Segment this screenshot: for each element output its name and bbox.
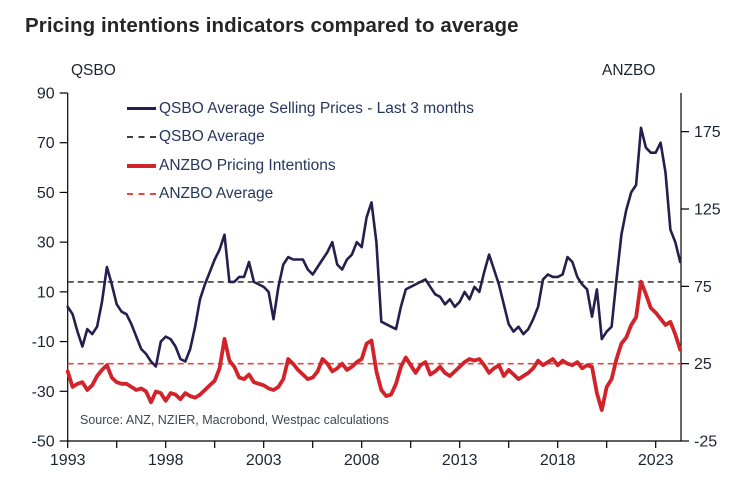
qsbo-average-swatch-icon: [127, 135, 156, 138]
x-axis-tick-label: 2018: [540, 452, 576, 469]
qsbo-line-swatch-icon: [127, 107, 156, 110]
left-axis-tick-label: 90: [37, 86, 55, 103]
legend-label: QSBO Average: [159, 127, 265, 145]
legend-label: QSBO Average Selling Prices - Last 3 mon…: [159, 99, 475, 117]
right-axis-tick-label: 175: [694, 124, 721, 141]
right-axis-tick-label: 25: [694, 356, 712, 373]
x-axis-tick-label: 2008: [344, 452, 380, 469]
left-axis-tick-label: 30: [37, 235, 55, 252]
anzbo-line-swatch-icon: [127, 163, 156, 168]
x-axis-tick-label: 2023: [638, 452, 674, 469]
qsbo-series-line: [66, 126, 682, 368]
left-axis-tick-label: -50: [32, 434, 55, 451]
legend-item-anzbo: ANZBO Pricing Intentions: [127, 157, 336, 174]
legend-label: ANZBO Pricing Intentions: [159, 156, 336, 174]
left-axis-header: QSBO: [71, 62, 116, 79]
chart-title: Pricing intentions indicators compared t…: [25, 14, 519, 37]
left-axis-tick-label: 70: [37, 135, 55, 152]
left-axis-tick-label: -10: [32, 334, 55, 351]
legend-item-qsbo: QSBO Average Selling Prices - Last 3 mon…: [127, 100, 474, 117]
x-axis-tick-label: 1993: [50, 452, 86, 469]
right-axis-header: ANZBO: [602, 62, 656, 79]
x-axis-tick-label: 2013: [442, 452, 478, 469]
right-axis-tick-label: -25: [694, 434, 717, 451]
x-axis-tick-label: 1998: [148, 452, 184, 469]
legend-item-qsbo-average: QSBO Average: [127, 128, 265, 145]
x-axis-tick-label: 2003: [246, 452, 282, 469]
legend-item-anzbo-average: ANZBO Average: [127, 185, 273, 202]
left-axis-tick-label: 50: [37, 185, 55, 202]
left-axis-tick-label: 10: [37, 284, 55, 301]
source-note: Source: ANZ, NZIER, Macrobond, Westpac c…: [80, 413, 389, 427]
right-axis-tick-label: 125: [694, 202, 721, 219]
right-axis-tick-label: 75: [694, 279, 712, 296]
anzbo-series-line: [65, 279, 683, 413]
legend-label: ANZBO Average: [159, 184, 274, 202]
anzbo-average-swatch-icon: [127, 192, 156, 195]
left-axis-tick-label: -30: [32, 384, 55, 401]
